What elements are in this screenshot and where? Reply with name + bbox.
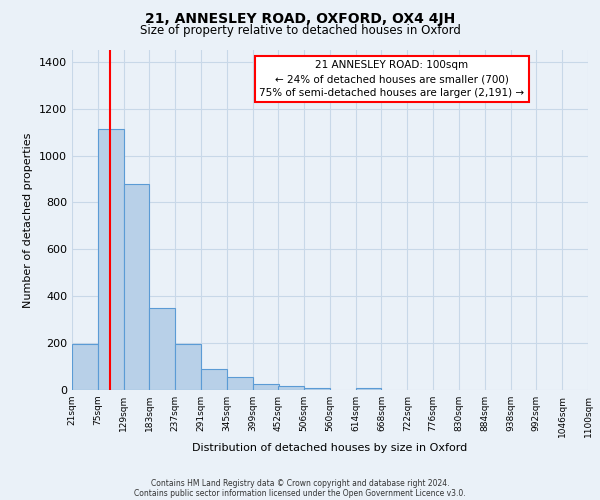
- Bar: [201, 369, 227, 390]
- Bar: [124, 184, 149, 390]
- Text: Contains HM Land Registry data © Crown copyright and database right 2024.: Contains HM Land Registry data © Crown c…: [151, 478, 449, 488]
- X-axis label: Distribution of detached houses by size in Oxford: Distribution of detached houses by size …: [193, 442, 467, 452]
- Bar: [227, 377, 253, 390]
- Text: Contains public sector information licensed under the Open Government Licence v3: Contains public sector information licen…: [134, 488, 466, 498]
- Text: Size of property relative to detached houses in Oxford: Size of property relative to detached ho…: [140, 24, 460, 37]
- Bar: [253, 384, 278, 390]
- Bar: [356, 388, 382, 390]
- Bar: [149, 308, 175, 390]
- Text: 21, ANNESLEY ROAD, OXFORD, OX4 4JH: 21, ANNESLEY ROAD, OXFORD, OX4 4JH: [145, 12, 455, 26]
- Bar: [175, 344, 201, 390]
- Bar: [72, 344, 98, 390]
- Bar: [278, 386, 304, 390]
- Y-axis label: Number of detached properties: Number of detached properties: [23, 132, 34, 308]
- Bar: [98, 128, 124, 390]
- Text: 21 ANNESLEY ROAD: 100sqm
← 24% of detached houses are smaller (700)
75% of semi-: 21 ANNESLEY ROAD: 100sqm ← 24% of detach…: [259, 60, 524, 98]
- Bar: [304, 388, 330, 390]
